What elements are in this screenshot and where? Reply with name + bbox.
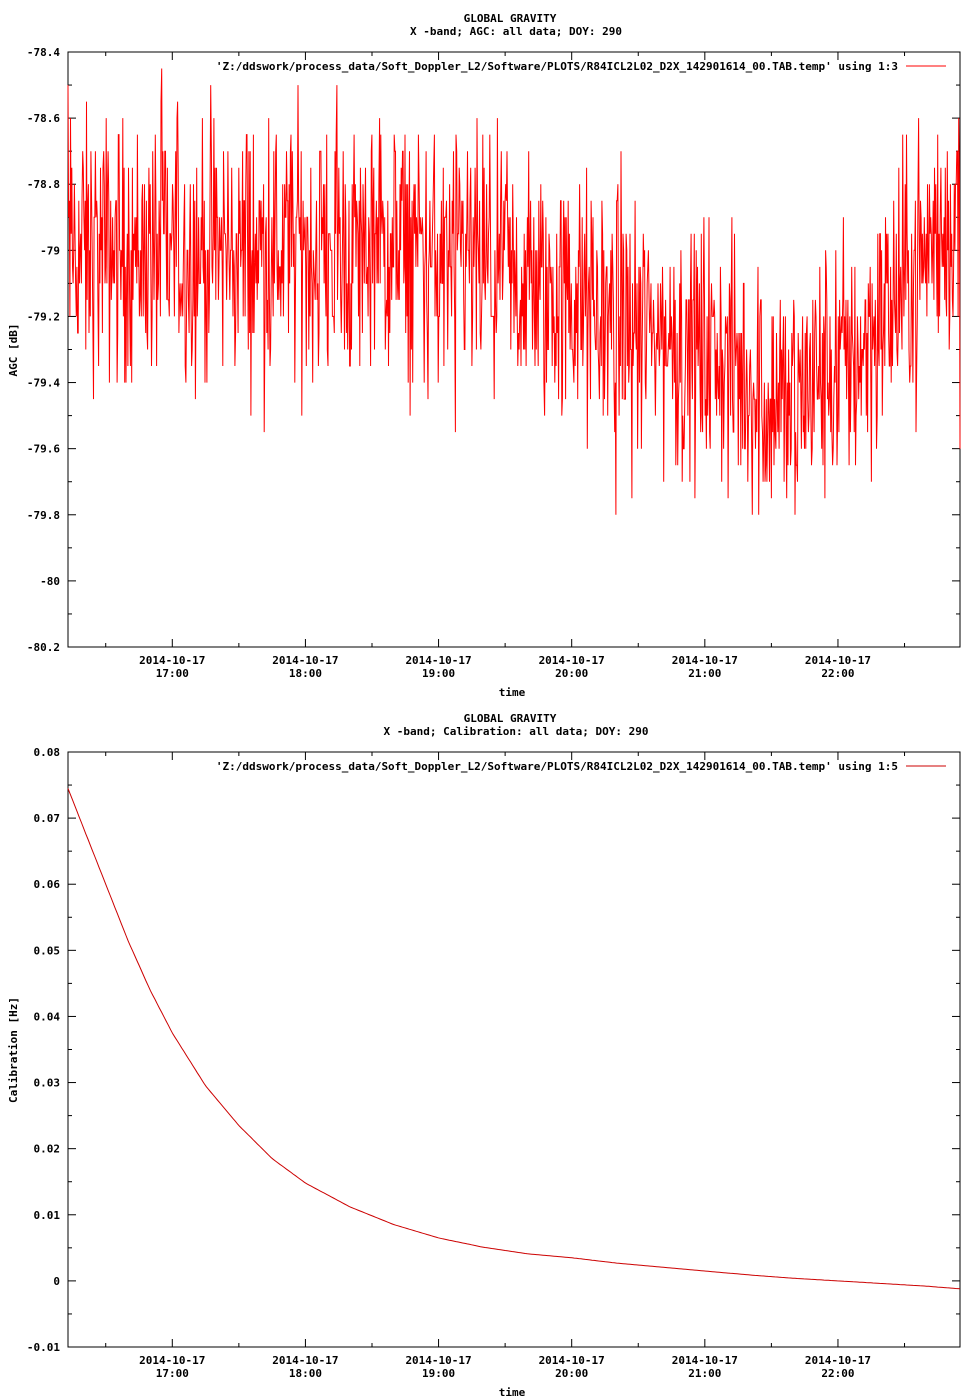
calibration-x-tick-date: 2014-10-17 — [139, 1354, 205, 1367]
agc-x-tick-date: 2014-10-17 — [405, 654, 471, 667]
agc-x-axis-label: time — [499, 686, 526, 699]
calibration-y-tick-label: 0.01 — [34, 1209, 61, 1222]
calibration-y-tick-label: 0.08 — [34, 746, 61, 759]
agc-subtitle: X -band; AGC: all data; DOY: 290 — [410, 25, 622, 38]
calibration-x-tick-time: 18:00 — [289, 1367, 322, 1380]
calibration-plot-frame — [67, 751, 961, 1348]
agc-title: GLOBAL GRAVITY — [464, 12, 557, 25]
calibration-x-tick-time: 22:00 — [821, 1367, 854, 1380]
agc-y-tick-label: -79.6 — [27, 443, 60, 456]
calibration-x-axis: 2014-10-1717:002014-10-1718:002014-10-17… — [105, 752, 906, 1380]
calibration-y-tick-label: 0.06 — [34, 878, 61, 891]
agc-y-axis: -78.4 -78.6 -78.8 -79 -79.2 -79.4 -79.6 -79.8 -8… — [27, 46, 960, 654]
agc-x-tick-date: 2014-10-17 — [672, 654, 738, 667]
agc-legend-label: 'Z:/ddswork/process_data/Soft_Doppler_L2… — [216, 60, 898, 73]
calibration-y-tick-label: 0.03 — [34, 1077, 61, 1090]
agc-x-tick-time: 20:00 — [555, 667, 588, 680]
agc-x-tick-date: 2014-10-17 — [272, 654, 338, 667]
agc-series-line — [67, 68, 961, 515]
agc-x-tick-time: 17:00 — [156, 667, 189, 680]
agc-y-tick-label: -79 — [40, 244, 60, 257]
agc-y-tick-label: -79.2 — [27, 310, 60, 323]
agc-x-tick-time: 18:00 — [289, 667, 322, 680]
calibration-series-line — [67, 788, 961, 1290]
calibration-y-tick-label: 0.02 — [34, 1143, 61, 1156]
calibration-x-axis-label: time — [499, 1386, 526, 1399]
calibration-legend-label: 'Z:/ddswork/process_data/Soft_Doppler_L2… — [216, 760, 898, 773]
calibration-y-axis: 0.08 0.07 0.06 0.05 0.04 0.03 0.02 0.01 0 -0.01 — [27, 746, 960, 1354]
calibration-y-tick-label: 0.04 — [34, 1010, 61, 1023]
calibration-subtitle: X -band; Calibration: all data; DOY: 290 — [384, 725, 649, 738]
agc-x-axis: 2014-10-1717:002014-10-1718:002014-10-17… — [105, 52, 906, 680]
calibration-title: GLOBAL GRAVITY — [464, 712, 557, 725]
agc-y-tick-label: -79.8 — [27, 509, 60, 522]
agc-y-tick-label: -78.4 — [27, 46, 60, 59]
calibration-y-tick-label: 0.07 — [34, 812, 61, 825]
agc-y-tick-label: -79.4 — [27, 377, 60, 390]
calibration-x-tick-time: 21:00 — [688, 1367, 721, 1380]
calibration-y-tick-label: 0.05 — [34, 944, 61, 957]
agc-x-tick-date: 2014-10-17 — [539, 654, 605, 667]
agc-x-tick-date: 2014-10-17 — [139, 654, 205, 667]
agc-x-tick-time: 22:00 — [821, 667, 854, 680]
calibration-x-tick-date: 2014-10-17 — [539, 1354, 605, 1367]
agc-y-tick-label: -80.2 — [27, 641, 60, 654]
calibration-x-tick-time: 20:00 — [555, 1367, 588, 1380]
agc-x-tick-date: 2014-10-17 — [805, 654, 871, 667]
agc-x-tick-time: 21:00 — [688, 667, 721, 680]
calibration-x-tick-time: 17:00 — [156, 1367, 189, 1380]
agc-y-tick-label: -78.8 — [27, 178, 60, 191]
calibration-x-tick-date: 2014-10-17 — [405, 1354, 471, 1367]
calibration-y-axis-label: Calibration [Hz] — [7, 997, 20, 1103]
agc-chart: GLOBAL GRAVITY X -band; AGC: all data; D… — [7, 12, 961, 699]
calibration-x-tick-date: 2014-10-17 — [272, 1354, 338, 1367]
agc-y-axis-label: AGC [dB] — [7, 324, 20, 377]
calibration-x-tick-time: 19:00 — [422, 1367, 455, 1380]
calibration-y-tick-label: -0.01 — [27, 1341, 60, 1354]
agc-y-tick-label: -80 — [40, 575, 60, 588]
agc-y-tick-label: -78.6 — [27, 112, 60, 125]
agc-x-tick-time: 19:00 — [422, 667, 455, 680]
calibration-chart: GLOBAL GRAVITY X -band; Calibration: all… — [7, 712, 961, 1399]
calibration-x-tick-date: 2014-10-17 — [672, 1354, 738, 1367]
calibration-y-tick-label: 0 — [53, 1275, 60, 1288]
calibration-x-tick-date: 2014-10-17 — [805, 1354, 871, 1367]
